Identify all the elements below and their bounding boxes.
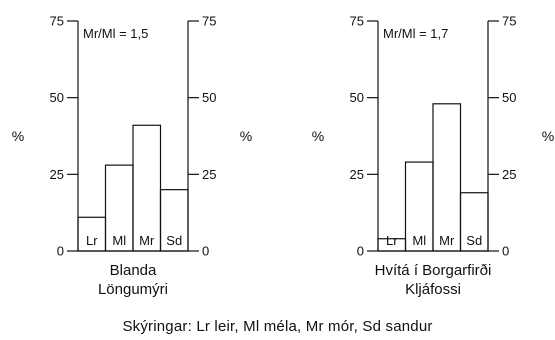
y-tick-label-right: 0 (202, 244, 209, 259)
y-tick-label-right: 0 (502, 244, 509, 259)
y-tick-label-right: 50 (202, 90, 216, 105)
y-axis-unit-left: % (312, 128, 324, 144)
chart-panel-1: 0 0 25 25 50 50 75 75 Lr Ml Mr Sd Mr/Ml = 1,5% % Bland… (12, 14, 252, 299)
y-tick-label-right: 75 (202, 14, 216, 29)
y-axis-unit-left: % (12, 128, 24, 144)
y-tick-label-left: 25 (350, 167, 364, 182)
bar-label-lr: Lr (86, 233, 98, 248)
bar-mr (432, 103, 462, 252)
y-tick-label-right: 75 (502, 14, 516, 29)
bar-label-sd: Sd (166, 233, 182, 248)
legend-caption: Skýringar: Lr leir, Ml méla, Mr mór, Sd … (122, 318, 433, 335)
bar-label-mr: Mr (439, 233, 455, 248)
station-label-line-2: Kljáfossi (405, 281, 461, 298)
y-tick-label-left: 50 (350, 90, 364, 105)
bar-mr (132, 124, 162, 252)
y-tick-label-left: 0 (57, 244, 64, 259)
station-label-line-1: Blanda (110, 262, 157, 279)
bar-label-ml: Ml (412, 233, 426, 248)
y-tick-label-left: 25 (50, 167, 64, 182)
y-tick-label-left: 0 (357, 244, 364, 259)
bar-label-sd: Sd (466, 233, 482, 248)
bar-sd (159, 189, 189, 252)
y-tick-label-right: 50 (502, 90, 516, 105)
y-tick-label-left: 50 (50, 90, 64, 105)
y-axis-unit-right: % (542, 128, 554, 144)
bar-label-lr: Lr (386, 233, 398, 248)
y-tick-label-left: 75 (50, 14, 64, 29)
chart-panel-2: 0 0 25 25 50 50 75 75 Lr Ml Mr Sd Mr/Ml = 1,7% % Hvítá… (312, 14, 554, 299)
station-label-line-2: Löngumýri (98, 281, 168, 298)
y-axis-unit-right: % (240, 128, 252, 144)
bar-label-ml: Ml (112, 233, 126, 248)
ratio-annotation: Mr/Ml = 1,5 (83, 26, 148, 41)
station-label-line-1: Hvítá í Borgarfirði (375, 262, 492, 279)
bar-label-mr: Mr (139, 233, 155, 248)
bar-sd (459, 192, 489, 252)
y-tick-label-right: 25 (202, 167, 216, 182)
y-tick-label-left: 75 (350, 14, 364, 29)
ratio-annotation: Mr/Ml = 1,7 (383, 26, 448, 41)
y-tick-label-right: 25 (502, 167, 516, 182)
